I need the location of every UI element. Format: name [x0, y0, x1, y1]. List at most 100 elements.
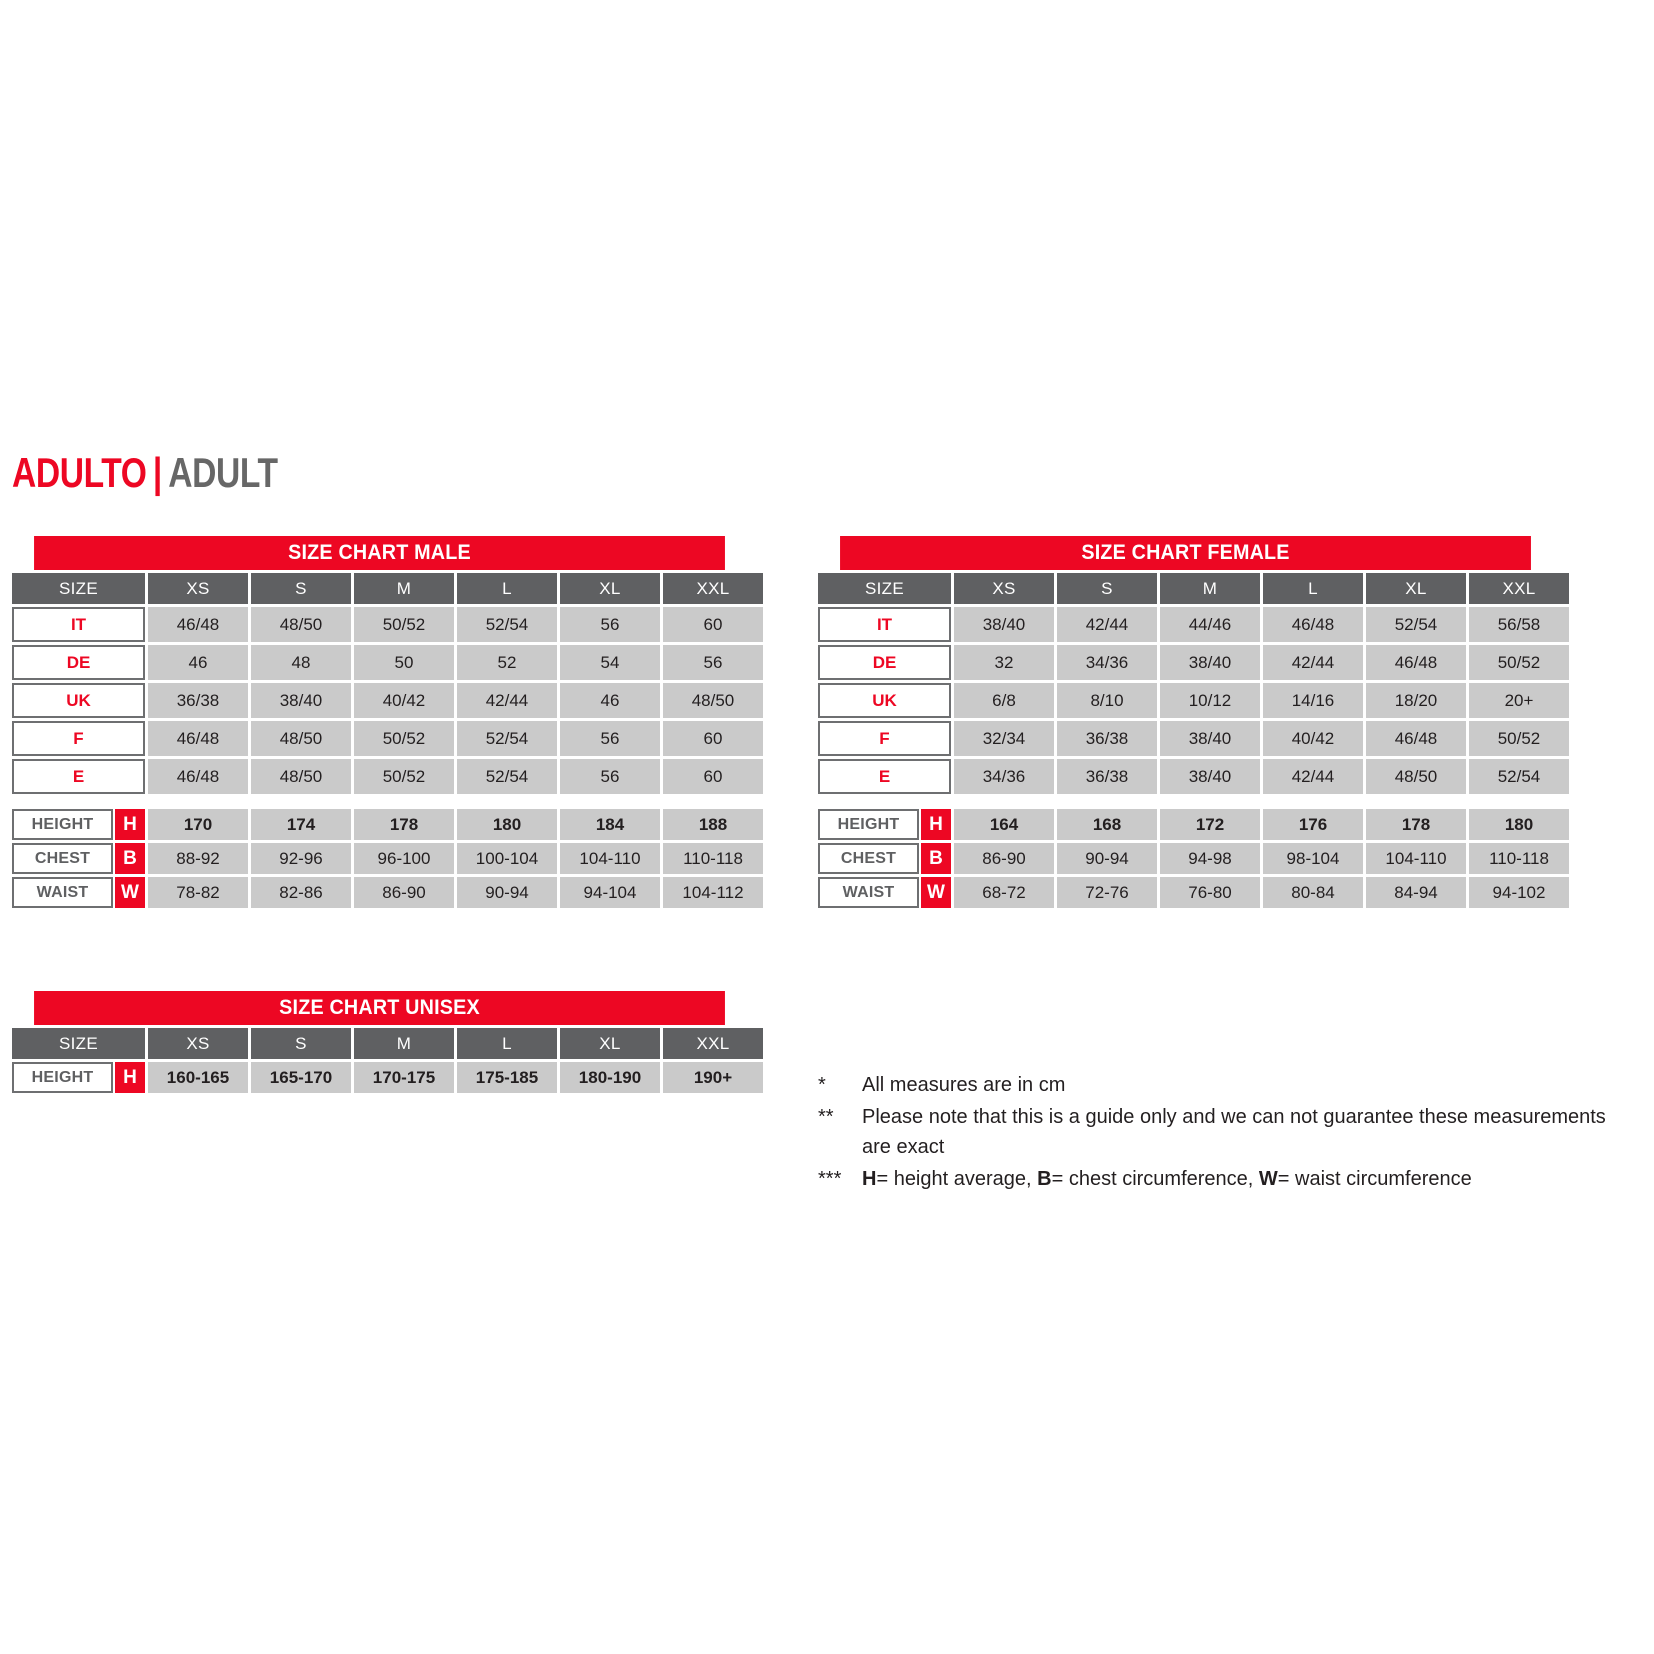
table-cell: 174	[251, 809, 351, 840]
table-cell: 175-185	[457, 1062, 557, 1093]
table-cell: 56	[663, 645, 763, 680]
table-cell: 56	[560, 607, 660, 642]
table-cell: 100-104	[457, 843, 557, 874]
row-label-it: IT	[12, 607, 145, 642]
column-header-s: S	[251, 573, 351, 604]
measure-badge-w: W	[115, 877, 145, 908]
table-cell: 168	[1057, 809, 1157, 840]
measure-name: CHEST	[818, 843, 919, 874]
table-cell: 86-90	[954, 843, 1054, 874]
chart-title-unisex: SIZE CHART UNISEX	[34, 991, 725, 1025]
measure-badge-w: W	[921, 877, 951, 908]
table-cell: 180	[457, 809, 557, 840]
measure-badge-h: H	[921, 809, 951, 840]
table-cell: 164	[954, 809, 1054, 840]
note-text: All measures are in cm	[862, 1074, 1066, 1096]
note-marker: ***	[818, 1168, 842, 1190]
table-row: IT 38/40 42/44 44/46 46/48 52/54 56/58	[818, 607, 1569, 642]
table-cell: 60	[663, 721, 763, 756]
table-cell: 42/44	[1057, 607, 1157, 642]
column-header-s: S	[251, 1028, 351, 1059]
table-cell: 50/52	[354, 607, 454, 642]
table-cell: 36/38	[1057, 721, 1157, 756]
table-cell: 60	[663, 607, 763, 642]
size-chart-female: SIZE CHART FEMALE SIZE XS S M L XL XXL IT 38/40 4…	[818, 536, 1569, 911]
table-cell: 60	[663, 759, 763, 794]
table-body-unisex: SIZE XS S M L XL XXL HEIGHT H 160-165 165-170 170-1…	[12, 1028, 763, 1093]
chart-title-female: SIZE CHART FEMALE	[840, 536, 1531, 570]
table-cell: 48/50	[251, 607, 351, 642]
table-row: F 46/48 48/50 50/52 52/54 56 60	[12, 721, 763, 756]
table-cell: 34/36	[1057, 645, 1157, 680]
table-cell: 44/46	[1160, 607, 1260, 642]
measure-name: WAIST	[818, 877, 919, 908]
table-cell: 68-72	[954, 877, 1054, 908]
table-cell: 42/44	[1263, 645, 1363, 680]
row-label-e: E	[12, 759, 145, 794]
column-header-xxl: XXL	[663, 1028, 763, 1059]
row-spacer	[12, 797, 763, 806]
table-cell: 8/10	[1057, 683, 1157, 718]
table-row: DE 46 48 50 52 54 56	[12, 645, 763, 680]
table-cell: 90-94	[1057, 843, 1157, 874]
table-cell: 40/42	[354, 683, 454, 718]
table-cell: 46/48	[1366, 645, 1466, 680]
page-title-separator: |	[152, 449, 162, 496]
row-label-de: DE	[818, 645, 951, 680]
table-cell: 180-190	[560, 1062, 660, 1093]
chart-title-male: SIZE CHART MALE	[34, 536, 725, 570]
measure-badge-b: B	[921, 843, 951, 874]
size-table-female: SIZE XS S M L XL XXL IT 38/40 42/44 44/46 46/48 52/5…	[815, 570, 1572, 911]
table-cell: 48/50	[251, 759, 351, 794]
table-row: HEIGHT H 170 174 178 180 184 188	[12, 809, 763, 840]
table-cell: 46	[560, 683, 660, 718]
table-cell: 176	[1263, 809, 1363, 840]
note-text: H= height average, B= chest circumferenc…	[862, 1168, 1472, 1190]
notes-block: * All measures are in cm ** Please note tha…	[818, 1070, 1608, 1196]
note-item: * All measures are in cm	[818, 1070, 1608, 1100]
column-header-xl: XL	[560, 573, 660, 604]
column-header-s: S	[1057, 573, 1157, 604]
table-cell: 104-110	[560, 843, 660, 874]
table-cell: 94-102	[1469, 877, 1569, 908]
measure-badge-h: H	[115, 1062, 145, 1093]
table-cell: 190+	[663, 1062, 763, 1093]
table-cell: 96-100	[354, 843, 454, 874]
table-cell: 110-118	[1469, 843, 1569, 874]
row-label-chest: CHEST B	[818, 843, 951, 874]
row-label-it: IT	[818, 607, 951, 642]
table-cell: 178	[354, 809, 454, 840]
table-cell: 42/44	[457, 683, 557, 718]
note-item: *** H= height average, B= chest circumfer…	[818, 1164, 1608, 1194]
table-row: HEIGHT H 164 168 172 176 178 180	[818, 809, 1569, 840]
table-cell: 46/48	[148, 759, 248, 794]
table-row: HEIGHT H 160-165 165-170 170-175 175-185 180-1…	[12, 1062, 763, 1093]
table-cell: 94-98	[1160, 843, 1260, 874]
measure-name: HEIGHT	[12, 1062, 113, 1093]
table-cell: 38/40	[1160, 721, 1260, 756]
table-cell: 56	[560, 759, 660, 794]
note-text: Please note that this is a guide only an…	[862, 1106, 1606, 1158]
note-marker: *	[818, 1074, 826, 1096]
row-label-uk: UK	[12, 683, 145, 718]
table-cell: 50/52	[1469, 645, 1569, 680]
table-cell: 48	[251, 645, 351, 680]
table-cell: 90-94	[457, 877, 557, 908]
row-label-uk: UK	[818, 683, 951, 718]
table-cell: 92-96	[251, 843, 351, 874]
measure-name: HEIGHT	[818, 809, 919, 840]
row-label-waist: WAIST W	[818, 877, 951, 908]
column-header-size: SIZE	[12, 1028, 145, 1059]
table-cell: 10/12	[1160, 683, 1260, 718]
page-title: ADULTO | ADULT	[12, 452, 278, 494]
measure-name: WAIST	[12, 877, 113, 908]
table-cell: 46/48	[148, 721, 248, 756]
table-cell: 32	[954, 645, 1054, 680]
table-row: WAIST W 78-82 82-86 86-90 90-94 94-104 104-112	[12, 877, 763, 908]
page-title-primary: ADULTO	[12, 449, 147, 496]
table-cell: 14/16	[1263, 683, 1363, 718]
table-cell: 178	[1366, 809, 1466, 840]
measure-name: CHEST	[12, 843, 113, 874]
row-label-e: E	[818, 759, 951, 794]
